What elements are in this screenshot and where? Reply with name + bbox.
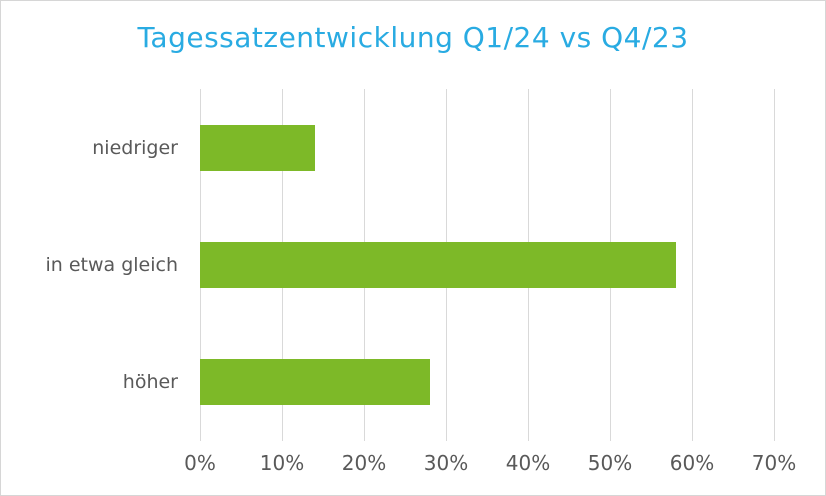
x-tick-label: 40% — [505, 451, 551, 475]
x-tick-label: 70% — [751, 451, 797, 475]
plot-area — [200, 89, 775, 441]
value-axis: 0% 10% 20% 30% 40% 50% 60% 70% — [184, 451, 796, 481]
category-axis: niedriger in etwa gleich höher — [1, 89, 178, 441]
category-label-in-etwa-gleich: in etwa gleich — [45, 253, 178, 276]
x-tick-label: 20% — [341, 451, 387, 475]
gridline — [692, 89, 693, 441]
bar-row-h-her — [200, 324, 774, 441]
gridline — [774, 89, 775, 441]
bar-row-in-etwa-gleich — [200, 206, 774, 323]
chart-title: Tagessatzentwicklung Q1/24 vs Q4/23 — [137, 21, 689, 54]
x-tick-label: 0% — [184, 451, 216, 475]
x-tick-label: 30% — [423, 451, 469, 475]
bar-niedriger — [200, 124, 315, 171]
bar-row-niedriger — [200, 89, 774, 206]
category-label-niedriger: niedriger — [92, 136, 178, 159]
bar-in-etwa-gleich — [200, 241, 676, 288]
bar-h-her — [200, 359, 430, 406]
x-tick-label: 60% — [669, 451, 715, 475]
x-tick-label: 10% — [259, 451, 305, 475]
category-label-h-her: höher — [122, 371, 178, 394]
x-tick-label: 50% — [587, 451, 633, 475]
